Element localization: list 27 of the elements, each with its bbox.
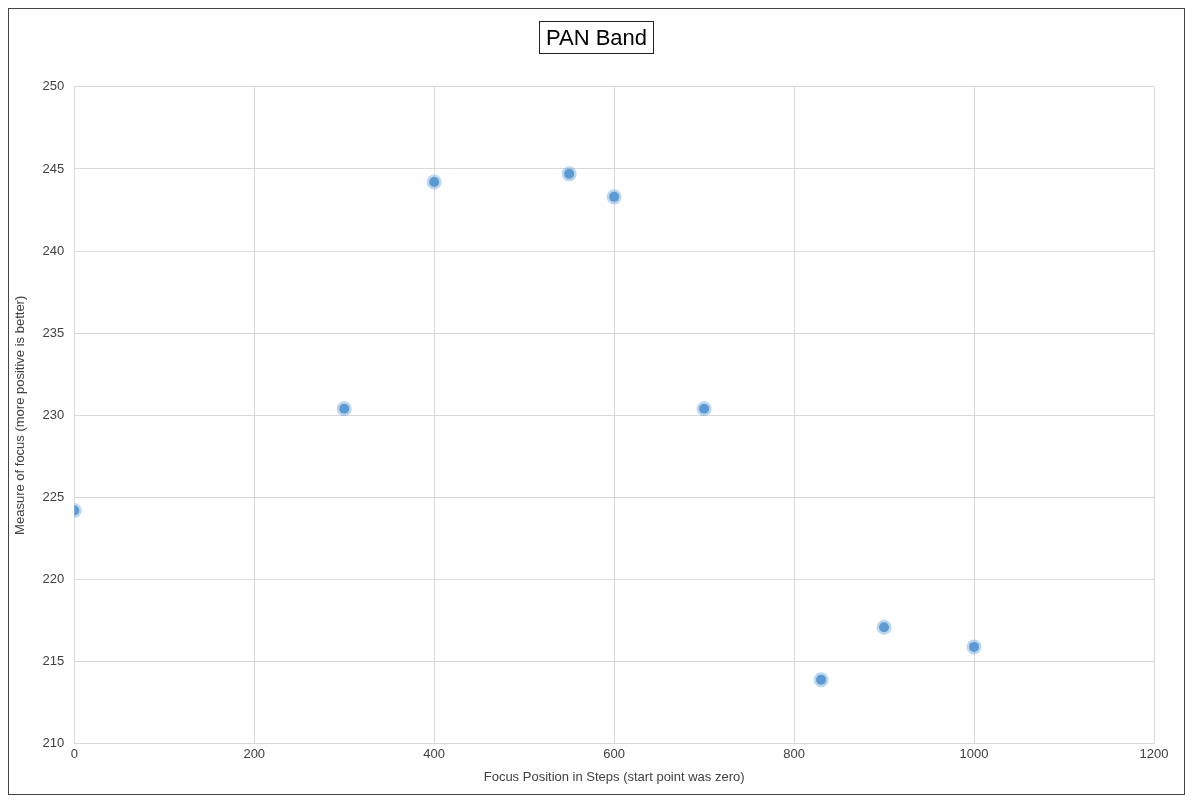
x-tick-label: 1200 [1139, 746, 1169, 762]
x-tick-label: 1000 [959, 746, 989, 762]
x-tick-label: 800 [783, 746, 805, 762]
point [813, 672, 829, 688]
point [561, 166, 577, 182]
y-tick-label: 210 [42, 735, 65, 751]
point [966, 639, 982, 655]
y-tick-label: 240 [42, 242, 65, 258]
y-tick-label: 220 [42, 571, 65, 587]
y-tick-label: 215 [42, 653, 65, 669]
x-tick-label: 600 [603, 746, 625, 762]
y-tick-label: 235 [42, 324, 65, 340]
point [336, 401, 352, 417]
point [606, 189, 622, 205]
x-tick-label: 0 [70, 746, 78, 762]
point [696, 401, 712, 417]
chart-title: PAN Band [538, 21, 655, 54]
y-tick-label: 230 [42, 406, 65, 422]
point [426, 174, 442, 190]
y-tick-label: 250 [42, 78, 65, 94]
point [876, 619, 892, 635]
y-tick-label: 225 [42, 489, 65, 504]
x-tick-label: 200 [243, 746, 266, 762]
y-tick-label: 245 [42, 160, 65, 176]
x-axis-title: Focus Position in Steps (start point was zero) [483, 768, 745, 784]
y-axis-title: Measure of focus (more positive is better) [12, 295, 28, 535]
x-tick-label: 400 [423, 746, 446, 762]
